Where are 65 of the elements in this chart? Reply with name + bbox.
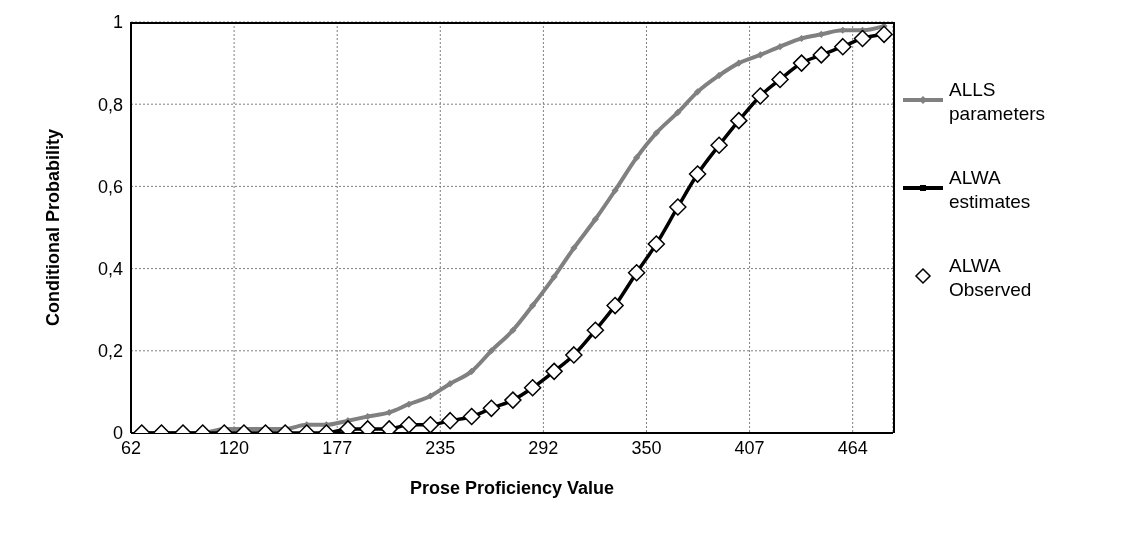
point: [405, 400, 413, 408]
point: [627, 263, 646, 282]
x-tick-label: 407: [734, 437, 765, 458]
point: [606, 296, 624, 315]
point: [550, 273, 558, 281]
point: [523, 379, 542, 397]
point: [509, 327, 517, 334]
point: [529, 302, 536, 309]
point: [482, 399, 501, 418]
point: [875, 25, 893, 44]
point: [545, 362, 563, 381]
point: [812, 46, 831, 64]
point: [669, 198, 687, 216]
point: [688, 165, 707, 183]
x-axis-title: Prose Proficiency Value: [409, 478, 615, 498]
point: [798, 35, 805, 42]
point: [364, 413, 371, 420]
point: [735, 59, 743, 67]
x-tick-label: 350: [631, 437, 662, 458]
y-tick-label: 0,2: [97, 341, 123, 362]
point: [834, 37, 852, 56]
point: [792, 54, 811, 72]
x-tick-label: 464: [837, 437, 868, 458]
point: [730, 111, 748, 130]
y-tick-label: 0,4: [97, 258, 123, 279]
point: [710, 136, 728, 155]
point: [674, 109, 682, 116]
y-tick-label: 1: [112, 12, 123, 33]
y-tick-label: 0: [112, 423, 123, 444]
legend-label: ALWA Observed: [949, 254, 1033, 302]
point: [647, 235, 666, 253]
legend-label: ALLS parameters: [949, 78, 1047, 126]
point: [427, 392, 434, 400]
point: [504, 391, 522, 409]
y-axis-title: Conditional Probability: [43, 129, 64, 326]
point: [653, 129, 660, 137]
point: [488, 347, 495, 355]
x-tick-label: 292: [528, 437, 559, 458]
point: [633, 154, 640, 161]
x-tick-label: 120: [219, 437, 250, 458]
point: [446, 380, 454, 387]
x-tick-label: 62: [120, 437, 142, 458]
point: [570, 244, 578, 252]
point: [586, 321, 605, 339]
point: [751, 87, 770, 105]
x-tick-label: 235: [425, 437, 456, 458]
x-tick-label: 177: [322, 437, 353, 458]
point: [757, 51, 764, 59]
point: [853, 29, 872, 48]
legend-label: ALWA estimates: [949, 166, 1032, 214]
point: [441, 411, 459, 430]
point: [611, 187, 619, 194]
y-tick-label: 0,8: [97, 94, 123, 115]
point: [385, 409, 393, 416]
point: [694, 88, 701, 96]
point: [468, 368, 475, 375]
point: [776, 43, 784, 50]
point: [421, 416, 440, 433]
point: [462, 407, 481, 426]
point: [592, 216, 599, 223]
point: [771, 70, 789, 89]
point: [565, 346, 583, 364]
y-tick-label: 0,6: [97, 176, 123, 197]
point: [715, 72, 723, 79]
point: [400, 416, 418, 433]
